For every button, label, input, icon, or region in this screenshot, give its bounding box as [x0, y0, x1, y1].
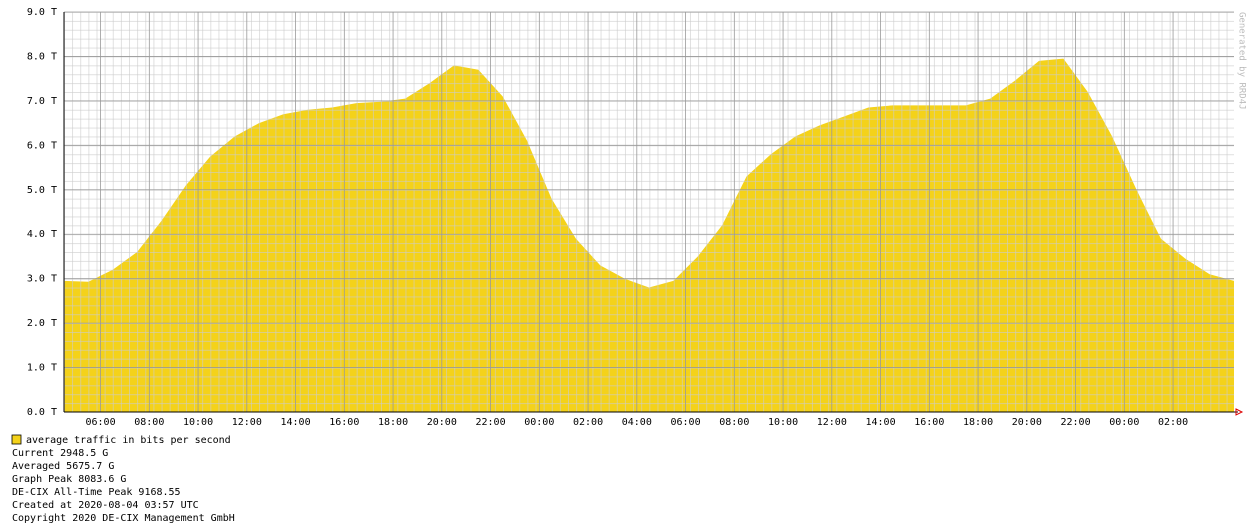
- x-tick-label: 16:00: [329, 417, 359, 428]
- y-tick-label: 9.0 T: [27, 7, 57, 18]
- x-tick-label: 14:00: [281, 417, 311, 428]
- y-tick-label: 5.0 T: [27, 185, 57, 196]
- axis-arrow: [1235, 408, 1244, 416]
- x-tick-label: 02:00: [1158, 417, 1188, 428]
- x-tick-label: 04:00: [622, 417, 652, 428]
- y-tick-label: 6.0 T: [27, 140, 57, 151]
- x-tick-label: 08:00: [134, 417, 164, 428]
- stat-line: Graph Peak 8083.6 G: [12, 474, 126, 485]
- y-tick-label: 4.0 T: [27, 229, 57, 240]
- x-tick-label: 10:00: [183, 417, 213, 428]
- y-tick-label: 8.0 T: [27, 51, 57, 62]
- minor-grid: [64, 12, 1234, 412]
- y-tick-label: 1.0 T: [27, 363, 57, 374]
- stat-line: Copyright 2020 DE-CIX Management GmbH: [12, 513, 235, 524]
- y-tick-label: 2.0 T: [27, 318, 57, 329]
- x-tick-label: 22:00: [1061, 417, 1091, 428]
- x-tick-label: 00:00: [524, 417, 554, 428]
- y-tick-label: 0.0 T: [27, 407, 57, 418]
- y-tick-label: 3.0 T: [27, 274, 57, 285]
- x-tick-label: 02:00: [573, 417, 603, 428]
- x-tick-label: 16:00: [914, 417, 944, 428]
- legend-label: average traffic in bits per second: [26, 435, 231, 446]
- x-tick-label: 10:00: [768, 417, 798, 428]
- stat-line: Current 2948.5 G: [12, 448, 108, 459]
- x-tick-label: 08:00: [719, 417, 749, 428]
- y-tick-label: 7.0 T: [27, 96, 57, 107]
- x-tick-label: 06:00: [86, 417, 116, 428]
- stat-line: Averaged 5675.7 G: [12, 461, 114, 472]
- x-tick-label: 20:00: [427, 417, 457, 428]
- x-tick-label: 22:00: [476, 417, 506, 428]
- stat-line: DE-CIX All-Time Peak 9168.55: [12, 487, 181, 498]
- watermark: Generated by RRD4J: [1237, 12, 1247, 110]
- x-tick-label: 06:00: [671, 417, 701, 428]
- legend-swatch: [11, 434, 22, 445]
- x-tick-label: 18:00: [378, 417, 408, 428]
- x-tick-label: 00:00: [1109, 417, 1139, 428]
- stat-line: Created at 2020-08-04 03:57 UTC: [12, 500, 199, 511]
- x-tick-label: 12:00: [817, 417, 847, 428]
- x-tick-label: 12:00: [232, 417, 262, 428]
- x-tick-label: 18:00: [963, 417, 993, 428]
- x-tick-label: 20:00: [1012, 417, 1042, 428]
- x-tick-label: 14:00: [866, 417, 896, 428]
